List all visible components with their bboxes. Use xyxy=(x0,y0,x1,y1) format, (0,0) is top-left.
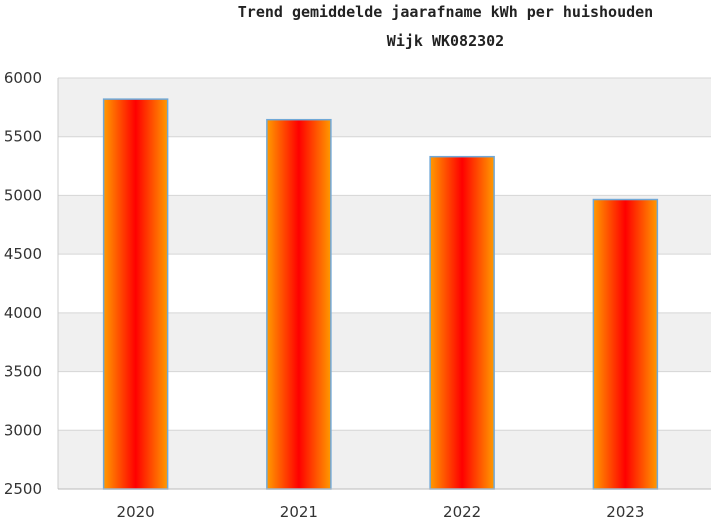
x-tick-label: 2022 xyxy=(443,503,481,521)
bar-2023 xyxy=(593,200,657,489)
y-tick-label: 4500 xyxy=(4,245,42,263)
y-tick-label: 5000 xyxy=(4,186,42,204)
bar-2022 xyxy=(430,157,494,489)
x-tick-label: 2020 xyxy=(117,503,155,521)
bar-2020 xyxy=(104,99,168,489)
x-tick-label: 2023 xyxy=(606,503,644,521)
y-tick-label: 4000 xyxy=(4,304,42,322)
y-tick-label: 6000 xyxy=(4,69,42,87)
x-tick-label: 2021 xyxy=(280,503,318,521)
bar-2021 xyxy=(267,120,331,489)
y-tick-label: 2500 xyxy=(4,480,42,498)
y-tick-label: 5500 xyxy=(4,128,42,146)
y-tick-label: 3500 xyxy=(4,363,42,381)
y-tick-label: 3000 xyxy=(4,421,42,439)
